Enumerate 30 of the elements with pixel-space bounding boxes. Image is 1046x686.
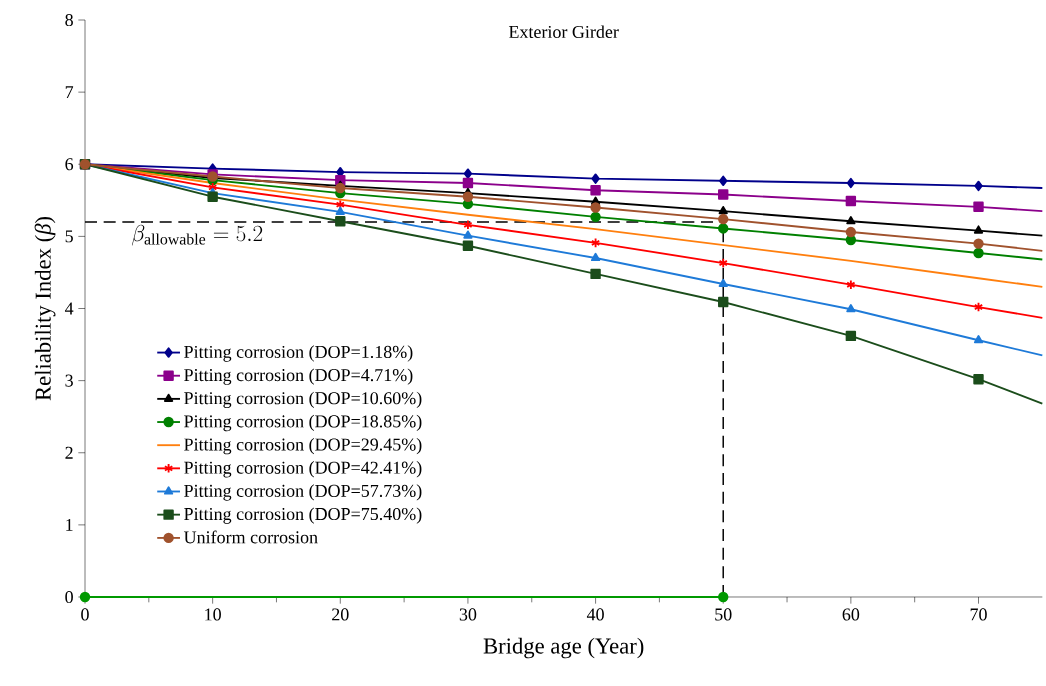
x-tick-label: 10	[205, 608, 221, 621]
legend-label: Pitting corrosion (DOP=42.41%)	[184, 461, 422, 478]
y-tick-label: 0	[65, 590, 73, 604]
x-tick-label: 60	[842, 608, 860, 621]
x-tick-label: 30	[459, 608, 477, 621]
x-axis-title: Bridge age (Year)	[483, 637, 644, 659]
legend-label: Pitting corrosion (DOP=4.71%)	[184, 368, 413, 385]
y-tick-label: 6	[65, 158, 74, 171]
legend-label: Pitting corrosion (DOP=75.40%)	[184, 507, 422, 524]
y-tick-label: 2	[65, 446, 73, 459]
legend-label: Pitting corrosion (DOP=29.45%)	[184, 437, 422, 455]
x-tick-label: 20	[332, 608, 349, 621]
y-tick-label: 7	[65, 86, 74, 99]
x-tick-label: 0	[81, 608, 89, 621]
legend-label: Pitting corrosion (DOP=57.73%)	[184, 484, 422, 501]
legend-label: Pitting corrosion (DOP=18.85%)	[184, 414, 422, 432]
legend-label: Pitting corrosion (DOP=1.18%)	[184, 345, 413, 362]
y-axis-title: Reliability Index (β)	[34, 217, 56, 401]
y-tick-label: 1	[66, 518, 73, 531]
x-tick-label: 40	[586, 608, 604, 621]
x-tick-label: 50	[715, 608, 732, 621]
y-tick-label: 8	[65, 13, 73, 27]
x-tick-label: 70	[970, 608, 987, 621]
legend-label: Pitting corrosion (DOP=10.60%)	[184, 391, 422, 409]
legend-label: Uniform corrosion	[183, 530, 318, 544]
y-tick-label: 4	[64, 302, 74, 315]
y-tick-label: 5	[65, 230, 73, 243]
chart-title: Exterior Girder	[508, 25, 619, 39]
y-tick-label: 3	[65, 374, 73, 387]
ref-line-label: $\beta_{\mathrm{allowable}} = 5.2$	[131, 224, 263, 246]
